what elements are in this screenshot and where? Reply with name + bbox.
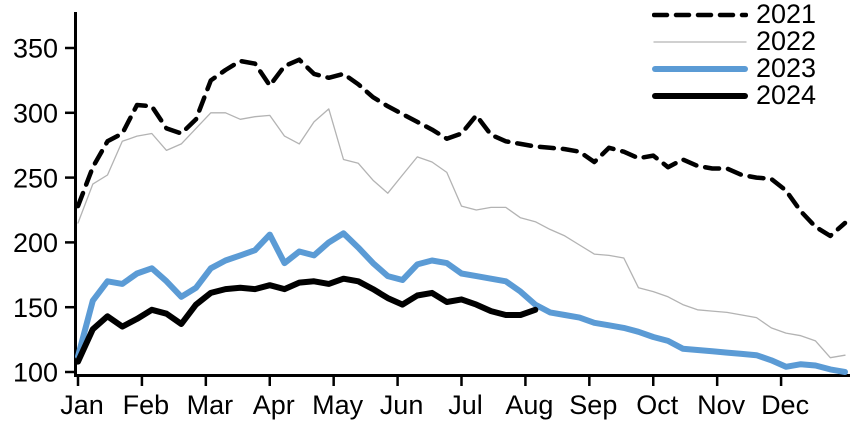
y-tick-label: 250: [13, 163, 58, 193]
x-tick-label: Aug: [505, 390, 553, 420]
y-tick-label: 350: [13, 34, 58, 64]
legend-label-2023: 2023: [756, 53, 817, 83]
x-tick-label: Apr: [253, 390, 295, 420]
x-tick-label: Mar: [187, 390, 234, 420]
x-tick-label: Feb: [123, 390, 170, 420]
series-line-2024: [75, 275, 539, 365]
legend-item-2021: 2021: [652, 1, 816, 28]
legend-line-dashed-icon: [652, 12, 748, 17]
legend-item-2023: 2023: [652, 55, 816, 82]
x-tick-label: Dec: [761, 390, 809, 420]
y-tick-label: 150: [13, 293, 58, 323]
y-tick-label: 300: [13, 99, 58, 129]
x-tick-label: Jan: [60, 390, 104, 420]
x-tick-label: Nov: [697, 390, 746, 420]
x-tick-label: Oct: [636, 390, 679, 420]
legend-item-2024: 2024: [652, 82, 816, 109]
legend-line-black-icon: [652, 92, 748, 99]
y-tick-label: 100: [13, 358, 58, 388]
series-line-2023: [75, 230, 848, 375]
x-tick-label: May: [312, 390, 364, 420]
x-tick-label: Jun: [380, 390, 424, 420]
legend-label-2022: 2022: [756, 26, 817, 56]
series-line-2021: [75, 57, 848, 239]
legend-label-2021: 2021: [756, 0, 817, 29]
legend-line-blue-icon: [652, 65, 748, 72]
x-tick-label: Sep: [569, 390, 617, 420]
x-tick-label: Jul: [448, 390, 483, 420]
legend: 2021 2022 2023 2024: [652, 1, 816, 109]
series-line-2022: [77, 108, 846, 359]
legend-line-thin-icon: [653, 40, 747, 43]
legend-item-2022: 2022: [652, 28, 816, 55]
legend-label-2024: 2024: [756, 80, 817, 110]
y-tick-label: 200: [13, 228, 58, 258]
